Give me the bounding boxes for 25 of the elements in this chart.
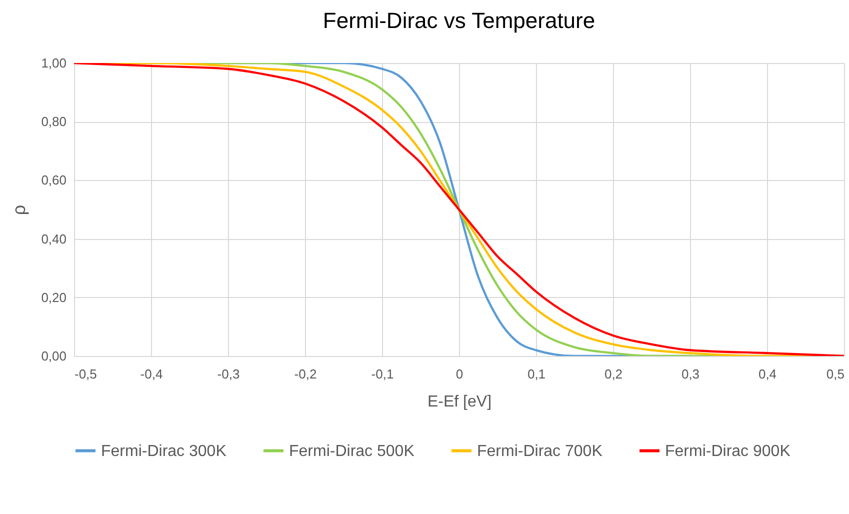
legend-label: Fermi-Dirac 500K xyxy=(289,442,415,460)
x-tick-label: 0,1 xyxy=(527,366,546,382)
y-tick-label: 0,80 xyxy=(41,114,66,130)
y-tick-label: 0,00 xyxy=(41,348,66,364)
legend-label: Fermi-Dirac 300K xyxy=(101,442,227,460)
x-tick-label: 0,5 xyxy=(826,366,844,382)
legend-label: Fermi-Dirac 700K xyxy=(477,442,603,460)
x-tick-label: 0,2 xyxy=(604,366,623,382)
x-tick-label: -0,4 xyxy=(140,366,163,382)
y-axis-title: ρ xyxy=(9,204,30,216)
x-tick-label: -0,2 xyxy=(294,366,317,382)
x-tick-label: 0 xyxy=(456,366,464,382)
x-tick-label: -0,1 xyxy=(371,366,394,382)
y-tick-label: 1,00 xyxy=(41,56,66,70)
x-tick-label: -0,5 xyxy=(74,366,97,382)
line-series xyxy=(74,63,844,356)
y-tick-label: 0,20 xyxy=(41,290,66,305)
x-tick-label: 0,3 xyxy=(681,366,700,382)
chart-title: Fermi-Dirac vs Temperature xyxy=(322,8,596,33)
legend-label: Fermi-Dirac 900K xyxy=(665,442,791,460)
y-tick-label: 0,60 xyxy=(41,172,66,188)
y-tick-label: 0,40 xyxy=(41,231,66,246)
x-tick-label: -0,3 xyxy=(217,366,240,382)
x-axis-title: E-Ef [eV] xyxy=(427,394,492,410)
x-tick-label: 0,4 xyxy=(758,366,777,382)
